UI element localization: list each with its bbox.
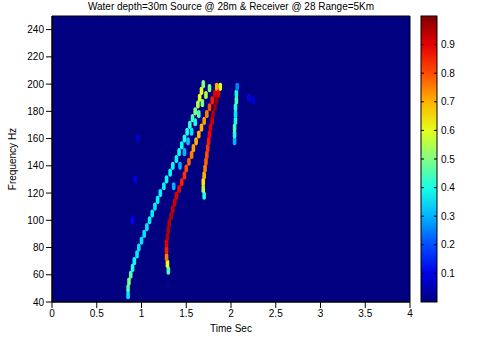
svg-text:60: 60	[33, 269, 45, 280]
svg-text:120: 120	[27, 188, 44, 199]
svg-text:4: 4	[407, 308, 413, 319]
svg-text:0.6: 0.6	[441, 125, 455, 136]
svg-text:40: 40	[33, 297, 45, 308]
svg-text:220: 220	[27, 51, 44, 62]
svg-text:0.2: 0.2	[441, 239, 455, 250]
svg-text:2.5: 2.5	[269, 308, 283, 319]
svg-text:1: 1	[139, 308, 145, 319]
svg-text:100: 100	[27, 215, 44, 226]
svg-text:0: 0	[49, 308, 55, 319]
svg-text:2: 2	[228, 308, 234, 319]
svg-text:1.5: 1.5	[179, 308, 193, 319]
svg-text:0.9: 0.9	[441, 39, 455, 50]
svg-text:0.3: 0.3	[441, 211, 455, 222]
svg-text:80: 80	[33, 242, 45, 253]
svg-text:0.1: 0.1	[441, 268, 455, 279]
svg-text:160: 160	[27, 133, 44, 144]
svg-text:0.8: 0.8	[441, 68, 455, 79]
svg-text:0.5: 0.5	[441, 154, 455, 165]
svg-text:0.7: 0.7	[441, 96, 455, 107]
svg-text:3.5: 3.5	[358, 308, 372, 319]
html-text:Water depth=30m Source @ 28m &: Water depth=30m Source @ 28m & Receiver …	[87, 1, 375, 12]
svg-text:Frequency Hz: Frequency Hz	[7, 128, 18, 190]
svg-text:0.4: 0.4	[441, 182, 455, 193]
svg-text:240: 240	[27, 24, 44, 35]
svg-text:140: 140	[27, 160, 44, 171]
svg-text:3: 3	[318, 308, 324, 319]
svg-text:180: 180	[27, 106, 44, 117]
svg-text:Time Sec: Time Sec	[210, 323, 252, 334]
svg-text:200: 200	[27, 79, 44, 90]
svg-text:0.5: 0.5	[90, 308, 104, 319]
